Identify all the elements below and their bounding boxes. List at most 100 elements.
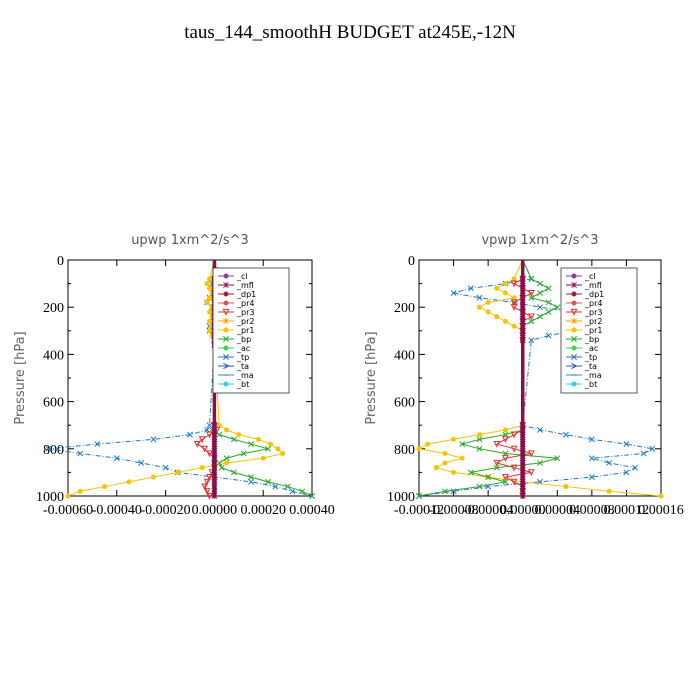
data-point: [280, 451, 286, 457]
data-point: [236, 432, 242, 438]
data-point: [201, 445, 209, 453]
data-point: [519, 436, 526, 443]
data-point: [528, 275, 535, 282]
data-point: [510, 299, 518, 307]
data-point: [510, 478, 518, 486]
x-tick-label: 0.00000: [192, 503, 238, 518]
circle-marker: [223, 345, 229, 351]
data-point: [519, 460, 526, 466]
data-point: [425, 441, 431, 447]
data-point: [493, 440, 501, 448]
circle-marker: [223, 300, 229, 306]
data-point: [502, 290, 508, 296]
legend-label: _mfl: [584, 281, 602, 290]
legend-label: _pr1: [584, 326, 602, 335]
legend-label: _bp: [236, 335, 251, 344]
data-point: [519, 290, 526, 296]
data-point: [150, 436, 157, 443]
legend: _cl_mfl_dp1_pr4_pr3_pr2_pr1_bp_ac_tp_ta_…: [212, 267, 290, 394]
legend-label: _bt: [236, 380, 249, 389]
data-point: [502, 455, 509, 462]
legend-label: _tp: [584, 353, 597, 362]
data-point: [527, 313, 535, 321]
legend-label: _pr4: [584, 299, 602, 308]
data-point: [519, 332, 526, 339]
data-point: [193, 440, 201, 448]
legend-label: _pr2: [236, 317, 254, 326]
data-point: [519, 285, 526, 292]
x-tick-label: -0.00040: [92, 503, 142, 518]
panel-subtitle: vpwp 1xm^2/s^3: [481, 233, 598, 248]
data-point: [207, 295, 213, 301]
data-point: [467, 469, 474, 476]
y-tick-label: 0: [57, 254, 64, 269]
circle-marker: [223, 273, 229, 279]
data-point: [623, 441, 630, 448]
data-point: [537, 426, 543, 433]
data-point: [519, 280, 526, 287]
triangle-marker: [222, 308, 230, 316]
circle-marker: [571, 327, 577, 333]
data-point: [451, 469, 457, 475]
data-point: [511, 295, 517, 301]
circle-marker: [571, 291, 577, 297]
data-point: [442, 460, 448, 466]
data-point: [265, 445, 272, 452]
data-point: [632, 464, 639, 471]
x-tick-label: 0.00020: [240, 503, 286, 518]
legend-label: _tp: [236, 353, 249, 362]
legend-label: _ma: [584, 371, 602, 380]
data-point: [510, 280, 518, 288]
data-point: [467, 285, 474, 292]
data-point: [519, 478, 526, 485]
data-point: [494, 285, 500, 291]
data-point: [211, 431, 218, 438]
data-point: [545, 332, 552, 339]
data-point: [519, 474, 526, 481]
arrow-marker: [571, 362, 578, 370]
circle-marker: [571, 273, 577, 279]
data-point: [207, 276, 213, 282]
triangle-marker: [570, 308, 578, 316]
data-point: [459, 441, 466, 448]
data-point: [493, 464, 500, 471]
data-point: [216, 422, 222, 428]
data-point: [211, 488, 218, 495]
data-point: [203, 488, 211, 495]
data-point: [502, 427, 508, 433]
data-point: [519, 455, 526, 462]
data-point: [265, 478, 272, 485]
page-title: taus_144_smoothH BUDGET at245E,-12N: [184, 22, 516, 43]
data-point: [527, 450, 535, 458]
data-point: [502, 474, 509, 481]
data-point: [588, 455, 595, 462]
data-point: [519, 309, 526, 315]
data-point: [519, 318, 526, 325]
data-point: [211, 483, 218, 490]
data-point: [476, 445, 483, 452]
y-tick-label: 400: [394, 348, 415, 363]
y-tick-label: 1000: [36, 490, 64, 505]
data-point: [502, 436, 509, 444]
data-point: [211, 422, 218, 429]
data-point: [519, 431, 526, 438]
legend-label: _ta: [236, 362, 249, 371]
data-point: [201, 483, 209, 491]
data-point: [623, 469, 630, 476]
data-point: [275, 446, 281, 452]
x-tick-label: -0.00060: [43, 503, 93, 518]
star-marker: [223, 282, 229, 288]
legend: _cl_mfl_dp1_pr4_pr3_pr2_pr1_bp_ac_tp_ta_…: [560, 267, 638, 394]
legend-label: _pr2: [584, 317, 602, 326]
circle-marker: [223, 381, 229, 387]
data-point: [511, 323, 517, 329]
data-point: [562, 431, 569, 438]
data-point: [206, 422, 213, 429]
data-point: [207, 285, 213, 291]
y-axis-title: Pressure [hPa]: [364, 331, 379, 424]
data-point: [519, 493, 526, 499]
legend-label: _pr4: [236, 299, 254, 308]
data-point: [211, 450, 218, 457]
x-tick-label: 0.00004: [535, 503, 581, 518]
